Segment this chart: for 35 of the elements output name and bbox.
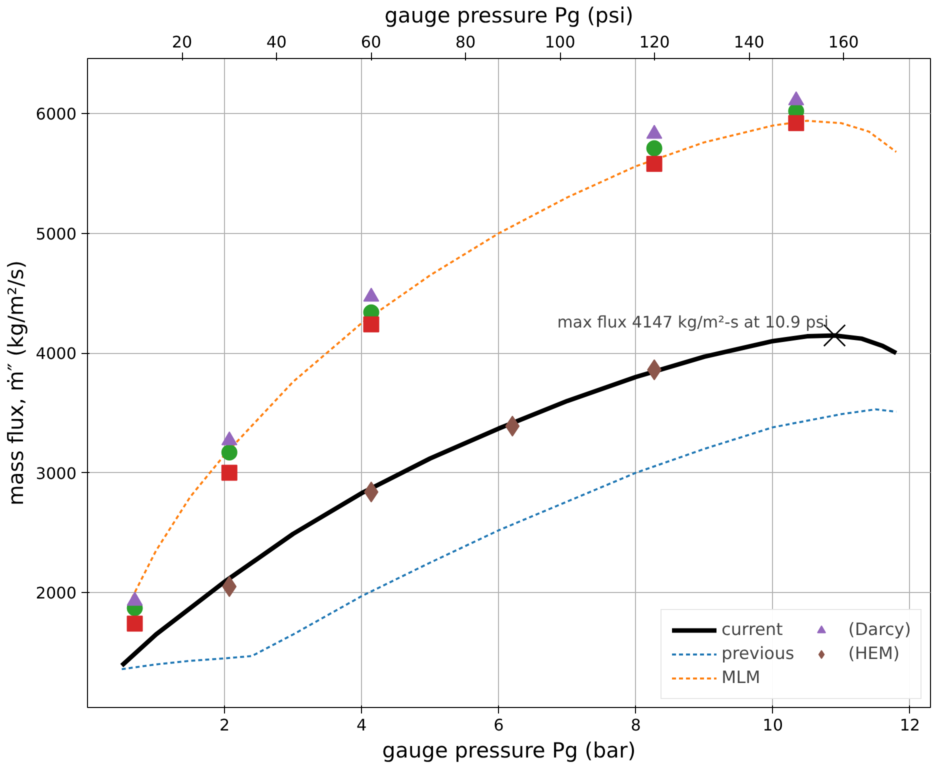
x-tick-label: 6 (494, 716, 504, 734)
x2-tick-label: 20 (172, 32, 192, 52)
x2-tick-label: 100 (544, 32, 576, 52)
y-tick-label: 3000 (36, 464, 76, 483)
x2-axis-title: gauge pressure Pg (psi) (384, 4, 634, 28)
y-tick-label: 5000 (36, 224, 76, 244)
y-tick-label: 2000 (36, 584, 76, 603)
x2-tick-label: 60 (360, 32, 382, 52)
y-axis-title: mass flux, ṁ″ (kg/m²/s) (4, 260, 28, 506)
point (646, 140, 662, 156)
x2-tick-label: 160 (828, 32, 859, 52)
point (221, 444, 238, 460)
x-tick-label: 2 (219, 716, 230, 734)
x-tick-label: 4 (356, 716, 367, 734)
y-tick-label: 4000 (36, 344, 76, 364)
annotation: max flux 4147 kg/m²-s at 10.9 psi (557, 312, 829, 332)
x-tick-label: 12 (900, 716, 920, 734)
x2-tick-label: 40 (266, 32, 287, 52)
point (221, 464, 238, 481)
point (363, 316, 380, 332)
x2-tick-label: 120 (639, 32, 670, 52)
y-tick-label: 6000 (36, 104, 76, 124)
point (126, 616, 143, 632)
x2-tick-label: 140 (734, 32, 764, 52)
legend-label: current (722, 620, 783, 640)
x-tick-label: 8 (630, 716, 641, 734)
x-tick-label: 10 (762, 716, 784, 734)
x2-tick-label: 80 (455, 32, 476, 52)
point (788, 115, 804, 132)
legend-label: (HEM) (848, 644, 900, 664)
point (646, 156, 662, 172)
legend-label: (Darcy) (848, 620, 911, 640)
legend-label: MLM (722, 668, 760, 688)
x-axis-title: gauge pressure Pg (bar) (382, 738, 636, 762)
legend-label: previous (722, 644, 794, 664)
